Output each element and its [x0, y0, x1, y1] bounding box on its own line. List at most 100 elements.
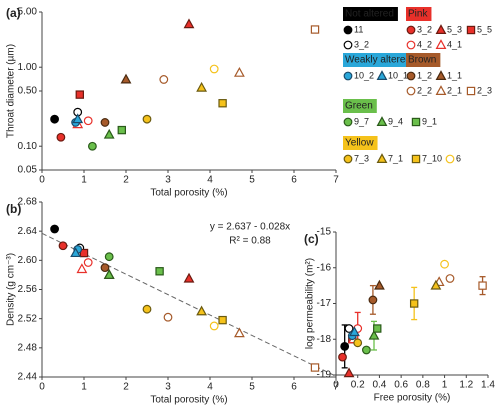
x-tick-label: 6 — [291, 175, 297, 186]
legend-label: 1_1 — [447, 70, 462, 80]
marker-triangle — [376, 70, 388, 81]
marker-triangle — [183, 18, 195, 29]
marker-circle — [163, 312, 173, 322]
y-tick-label: -18 — [317, 334, 332, 345]
marker-circle — [343, 71, 353, 81]
marker-circle — [406, 40, 416, 50]
x-tick-label: 0 — [333, 380, 339, 391]
marker-triangle — [349, 326, 360, 337]
y-tick-label: 2.64 — [18, 226, 38, 237]
marker-square — [155, 267, 164, 276]
marker-circle — [209, 321, 219, 331]
y-tick-label: 2.48 — [18, 342, 38, 353]
x-tick-label: 1.2 — [459, 380, 473, 391]
legend-label: 10_1 — [388, 70, 408, 80]
marker-circle — [142, 114, 152, 124]
marker-triangle — [233, 327, 245, 338]
marker-circle — [368, 295, 378, 305]
legend-label: 3_2 — [417, 24, 432, 34]
legend-label: 6 — [456, 153, 461, 163]
marker-circle — [406, 25, 416, 35]
marker-square — [466, 25, 476, 35]
x-tick-label: 4 — [207, 382, 213, 393]
legend-header: Pink — [408, 9, 428, 20]
legend-label: 1_2 — [417, 70, 432, 80]
x-tick-label: 1 — [442, 380, 448, 391]
trendline — [41, 232, 337, 377]
legend-label: 7_1 — [388, 153, 403, 163]
marker-circle — [209, 64, 219, 74]
marker-circle — [445, 154, 455, 164]
marker-circle — [100, 118, 110, 127]
y-tick-label: 1.00 — [18, 62, 38, 73]
marker-square — [409, 299, 419, 308]
marker-circle — [159, 75, 169, 84]
legend-label: 5_5 — [477, 24, 492, 34]
marker-circle — [343, 25, 353, 35]
x-tick-label: 0.8 — [416, 380, 430, 391]
x-tick-label: 1 — [81, 175, 87, 186]
y-tick-label: -17 — [317, 298, 332, 309]
y-tick-label: -16 — [317, 262, 332, 273]
legend-header: Not altered — [345, 9, 394, 20]
x-tick-label: 5 — [249, 382, 255, 393]
legend-header-box — [343, 99, 377, 113]
annotation: R² = 0.88 — [229, 236, 271, 247]
panel-label: (b) — [6, 202, 21, 216]
x-tick-label: 1 — [81, 382, 87, 393]
marker-triangle — [233, 66, 245, 77]
legend-label: 7_10 — [422, 153, 442, 163]
legend-header: Yellow — [345, 138, 374, 149]
marker-square — [466, 86, 476, 96]
marker-circle — [50, 224, 59, 234]
marker-triangle — [183, 272, 195, 283]
y-axis-label: Throat diameter (µm) — [6, 44, 17, 138]
y-tick-label: -19 — [317, 370, 332, 381]
legend-label: 4_2 — [417, 39, 432, 49]
marker-triangle — [76, 263, 88, 274]
marker-square — [218, 315, 227, 325]
marker-circle — [87, 141, 97, 151]
marker-circle — [353, 338, 363, 348]
marker-triangle — [103, 269, 115, 279]
legend-header-box — [343, 136, 378, 150]
marker-circle — [362, 345, 371, 355]
marker-triangle — [343, 367, 355, 378]
x-tick-label: 0.4 — [372, 380, 386, 391]
legend-label: 2_1 — [447, 85, 462, 95]
y-tick-label: 2.52 — [18, 313, 38, 324]
marker-circle — [343, 117, 353, 127]
marker-triangle — [376, 153, 388, 163]
marker-square — [373, 324, 382, 333]
y-tick-label: -15 — [317, 227, 332, 238]
marker-square — [218, 99, 227, 108]
legend-header: Green — [345, 101, 373, 112]
marker-square — [411, 154, 421, 164]
marker-square — [117, 125, 126, 135]
marker-triangle — [196, 81, 208, 92]
legend-label: 9_4 — [388, 116, 403, 126]
annotation: y = 2.637 - 0.028x — [210, 222, 290, 233]
marker-circle — [440, 259, 449, 269]
marker-circle — [343, 40, 353, 50]
legend-header: Brown — [408, 55, 436, 66]
marker-triangle — [376, 116, 388, 127]
x-tick-label: 0 — [39, 382, 45, 393]
marker-triangle — [430, 279, 442, 290]
legend-label: 9_7 — [354, 116, 369, 126]
marker-circle — [83, 258, 93, 267]
marker-circle — [338, 352, 347, 362]
marker-circle — [340, 342, 350, 351]
y-tick-label: 2.60 — [18, 255, 38, 266]
marker-circle — [83, 116, 93, 126]
legend-label: 5_3 — [447, 24, 462, 34]
legend-label: 2_3 — [477, 85, 492, 95]
legend-label: 2_2 — [417, 85, 432, 95]
x-axis-label: Free porosity (%) — [374, 393, 451, 404]
x-tick-label: 0 — [39, 175, 45, 186]
x-tick-label: 0.2 — [351, 380, 365, 391]
marker-circle — [100, 263, 110, 273]
marker-circle — [343, 154, 353, 164]
y-tick-label: 0.50 — [18, 86, 38, 97]
